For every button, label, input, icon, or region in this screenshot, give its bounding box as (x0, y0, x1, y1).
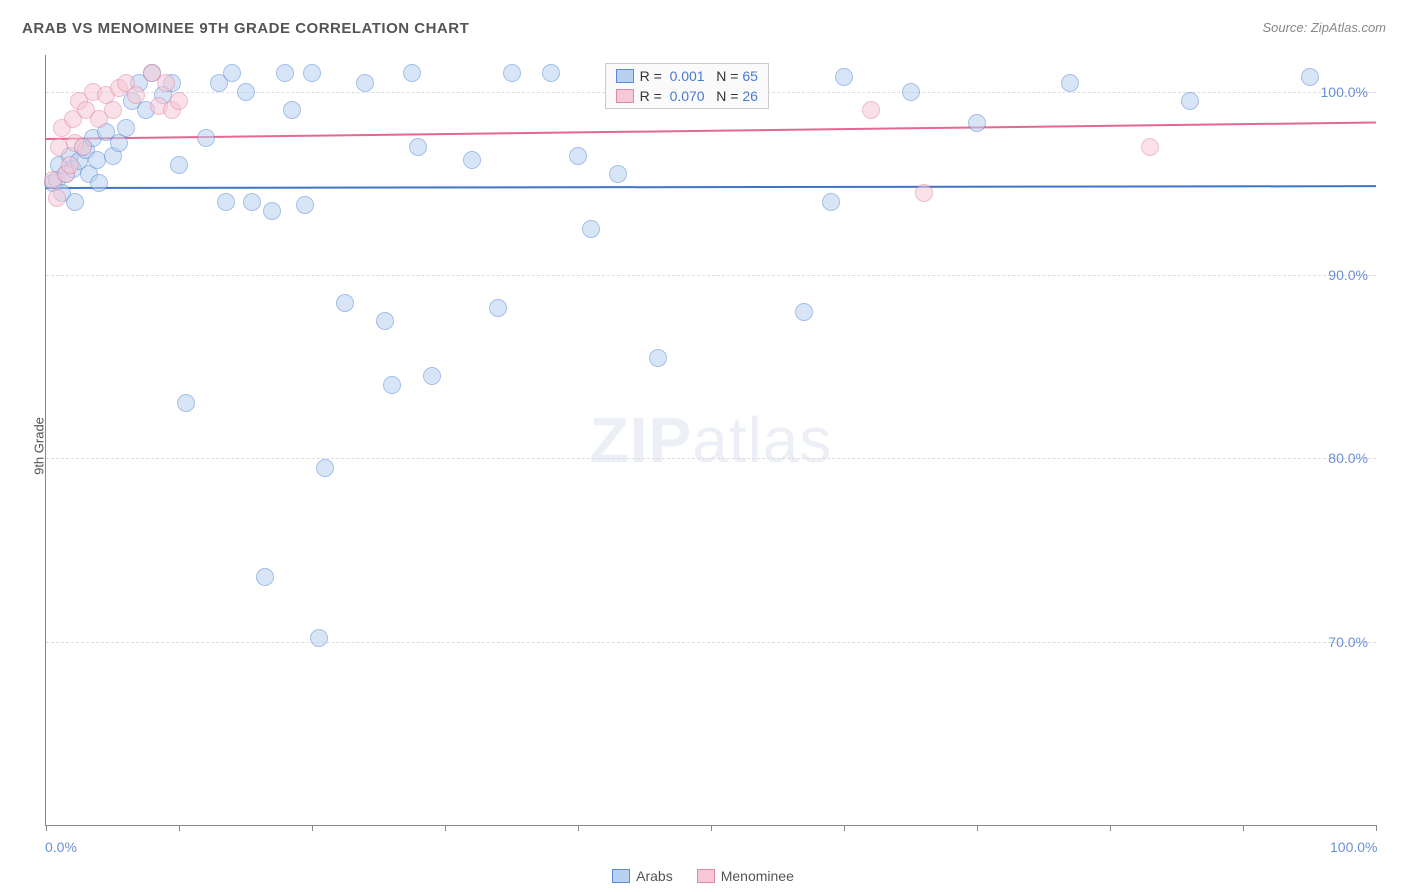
data-point (296, 196, 314, 214)
data-point (489, 299, 507, 317)
data-point (237, 83, 255, 101)
source-label: Source: ZipAtlas.com (1262, 20, 1386, 35)
data-point (376, 312, 394, 330)
data-point (66, 193, 84, 211)
data-point (283, 101, 301, 119)
x-tick-label: 100.0% (1330, 839, 1377, 855)
scatter-plot: ZIPatlas 70.0% 80.0% 90.0% 100.0% R = 0.001 … (45, 55, 1376, 826)
y-tick-label: 100.0% (1321, 84, 1368, 100)
x-tick-label: 0.0% (45, 839, 77, 855)
legend-swatch (612, 869, 630, 883)
x-tick (46, 825, 47, 831)
data-point (197, 129, 215, 147)
data-point (649, 349, 667, 367)
trend-line (46, 185, 1376, 189)
gridline (46, 458, 1376, 459)
data-point (915, 184, 933, 202)
trend-line (46, 121, 1376, 139)
data-point (310, 629, 328, 647)
data-point (223, 64, 241, 82)
correlation-legend-row: R = 0.001 N = 65 (606, 66, 768, 86)
data-point (582, 220, 600, 238)
y-tick-label: 90.0% (1328, 267, 1368, 283)
data-point (127, 86, 145, 104)
legend-swatch (616, 69, 634, 83)
series-legend: Arabs Menominee (0, 868, 1406, 886)
x-tick (711, 825, 712, 831)
x-tick (312, 825, 313, 831)
data-point (463, 151, 481, 169)
data-point (117, 119, 135, 137)
data-point (303, 64, 321, 82)
data-point (217, 193, 235, 211)
data-point (177, 394, 195, 412)
legend-swatch (697, 869, 715, 883)
legend-swatch (616, 89, 634, 103)
correlation-legend-row: R = 0.070 N = 26 (606, 86, 768, 106)
data-point (795, 303, 813, 321)
data-point (1301, 68, 1319, 86)
data-point (170, 92, 188, 110)
data-point (423, 367, 441, 385)
data-point (609, 165, 627, 183)
data-point (409, 138, 427, 156)
data-point (336, 294, 354, 312)
data-point (862, 101, 880, 119)
data-point (356, 74, 374, 92)
data-point (1141, 138, 1159, 156)
watermark: ZIPatlas (590, 403, 833, 477)
data-point (48, 189, 66, 207)
x-tick (445, 825, 446, 831)
data-point (383, 376, 401, 394)
chart-title: ARAB VS MENOMINEE 9TH GRADE CORRELATION … (22, 20, 469, 37)
x-tick (179, 825, 180, 831)
x-tick (844, 825, 845, 831)
data-point (74, 138, 92, 156)
data-point (542, 64, 560, 82)
data-point (1181, 92, 1199, 110)
legend-item: Menominee (697, 868, 794, 884)
legend-item: Arabs (612, 868, 673, 884)
data-point (243, 193, 261, 211)
data-point (263, 202, 281, 220)
data-point (835, 68, 853, 86)
correlation-legend: R = 0.001 N = 65 R = 0.070 N = 26 (605, 63, 769, 109)
data-point (276, 64, 294, 82)
gridline (46, 642, 1376, 643)
y-tick-label: 80.0% (1328, 450, 1368, 466)
data-point (403, 64, 421, 82)
x-tick (578, 825, 579, 831)
legend-text: R = 0.001 N = 65 (640, 68, 758, 84)
data-point (90, 174, 108, 192)
x-tick (1376, 825, 1377, 831)
data-point (157, 74, 175, 92)
legend-label: Arabs (636, 868, 673, 884)
data-point (256, 568, 274, 586)
y-tick-label: 70.0% (1328, 634, 1368, 650)
data-point (61, 156, 79, 174)
x-tick (1110, 825, 1111, 831)
data-point (1061, 74, 1079, 92)
data-point (503, 64, 521, 82)
legend-label: Menominee (721, 868, 794, 884)
data-point (104, 101, 122, 119)
data-point (316, 459, 334, 477)
legend-text: R = 0.070 N = 26 (640, 88, 758, 104)
data-point (170, 156, 188, 174)
data-point (968, 114, 986, 132)
gridline (46, 275, 1376, 276)
data-point (822, 193, 840, 211)
data-point (902, 83, 920, 101)
data-point (569, 147, 587, 165)
x-tick (1243, 825, 1244, 831)
x-tick (977, 825, 978, 831)
